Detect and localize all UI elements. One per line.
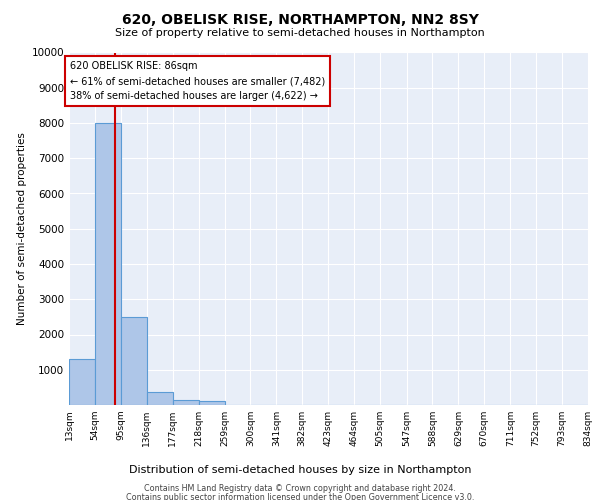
Bar bbox=[69, 359, 95, 405]
Bar bbox=[199, 402, 224, 405]
Bar bbox=[95, 123, 121, 405]
Bar bbox=[147, 392, 173, 405]
Text: Contains public sector information licensed under the Open Government Licence v3: Contains public sector information licen… bbox=[126, 493, 474, 500]
Text: Distribution of semi-detached houses by size in Northampton: Distribution of semi-detached houses by … bbox=[129, 465, 471, 475]
Text: Contains HM Land Registry data © Crown copyright and database right 2024.: Contains HM Land Registry data © Crown c… bbox=[144, 484, 456, 493]
Bar bbox=[173, 400, 199, 405]
Bar bbox=[121, 317, 147, 405]
Text: Size of property relative to semi-detached houses in Northampton: Size of property relative to semi-detach… bbox=[115, 28, 485, 38]
Text: 620, OBELISK RISE, NORTHAMPTON, NN2 8SY: 620, OBELISK RISE, NORTHAMPTON, NN2 8SY bbox=[122, 12, 478, 26]
Y-axis label: Number of semi-detached properties: Number of semi-detached properties bbox=[17, 132, 28, 325]
Text: 620 OBELISK RISE: 86sqm
← 61% of semi-detached houses are smaller (7,482)
38% of: 620 OBELISK RISE: 86sqm ← 61% of semi-de… bbox=[70, 62, 326, 101]
